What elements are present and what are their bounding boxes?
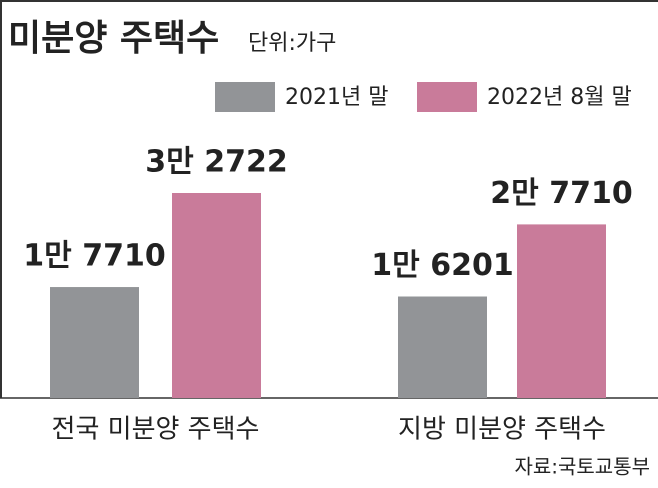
bar	[398, 296, 487, 398]
legend-swatch	[215, 82, 275, 112]
value-label: 1만 6201	[371, 248, 513, 283]
bar	[50, 287, 139, 398]
legend-label: 2022년 8월 말	[487, 85, 632, 110]
legend-swatch	[417, 82, 477, 112]
source: 자료:국토교통부	[514, 455, 650, 479]
bar	[172, 193, 261, 398]
value-label: 2만 7710	[490, 176, 632, 211]
chart-subtitle: 단위:가구	[248, 31, 336, 56]
bar	[517, 224, 606, 398]
value-label: 3만 2722	[145, 145, 287, 180]
x-tick-label: 전국 미분양 주택수	[52, 415, 260, 445]
chart-title: 미분양 주택수	[8, 18, 219, 59]
legend-label: 2021년 말	[285, 85, 388, 110]
value-label: 1만 7710	[23, 239, 165, 274]
x-tick-label: 지방 미분양 주택수	[398, 415, 606, 445]
